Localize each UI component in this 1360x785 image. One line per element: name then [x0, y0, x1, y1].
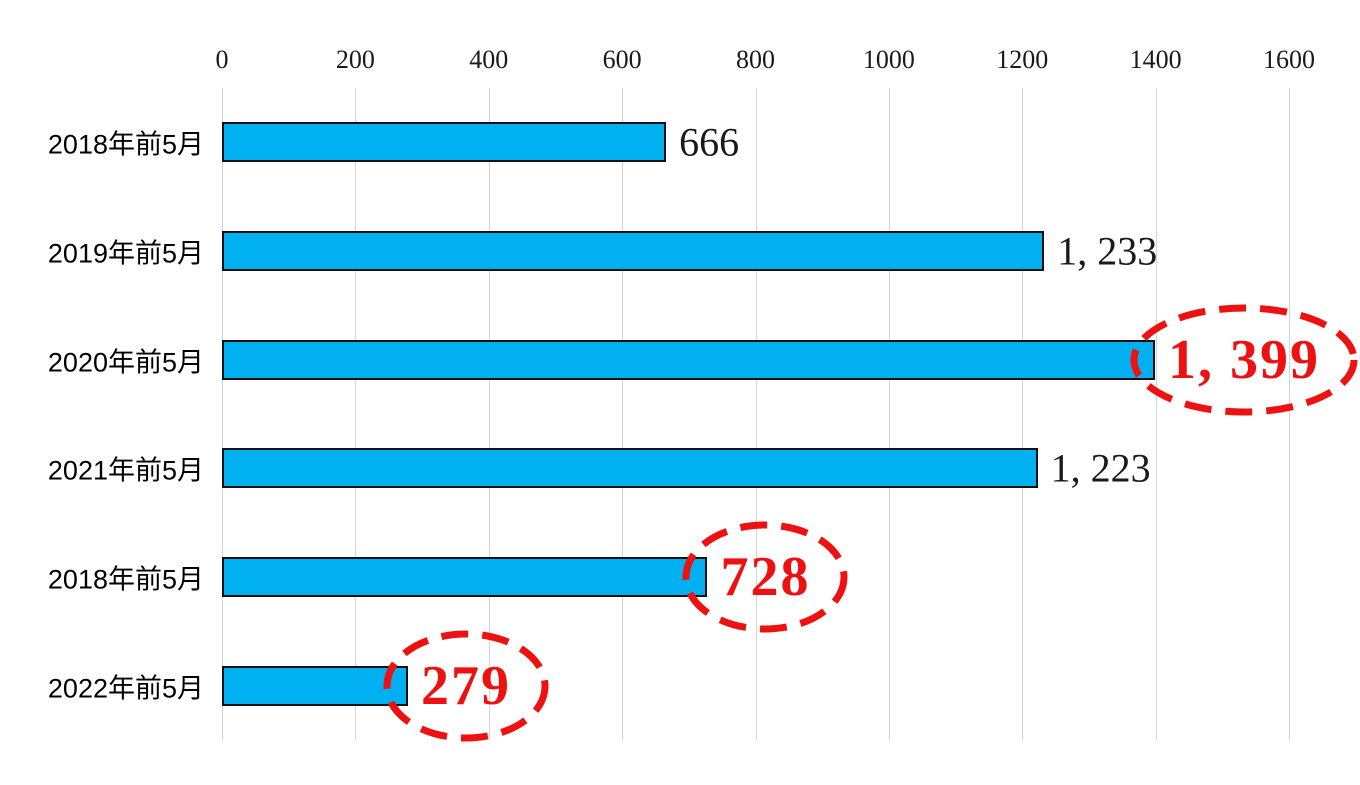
- gridline: [488, 88, 490, 740]
- gridline: [222, 88, 223, 740]
- category-label: 2018年前5月: [47, 129, 204, 160]
- value-label: 666: [679, 119, 740, 165]
- x-axis-tick-label: 600: [602, 45, 642, 74]
- value-label-highlighted: 279: [421, 654, 512, 717]
- value-label: 1, 233: [1057, 228, 1158, 274]
- bar: [222, 665, 409, 706]
- gridline: [355, 88, 357, 740]
- category-label: 2018年前5月: [47, 564, 204, 595]
- bar: [222, 557, 708, 597]
- bar: [222, 448, 1038, 489]
- gridline: [1022, 88, 1024, 740]
- gridline: [1155, 88, 1157, 740]
- x-axis-tick-label: 1000: [862, 45, 915, 74]
- gridline: [888, 88, 890, 740]
- x-axis-tick-label: 800: [736, 45, 775, 74]
- gridline: [622, 88, 624, 740]
- bar: [222, 231, 1045, 271]
- category-label: 2022年前5月: [47, 673, 204, 704]
- bar: [222, 122, 667, 163]
- category-label: 2021年前5月: [47, 455, 204, 486]
- x-axis-tick-label: 200: [335, 45, 375, 74]
- x-axis-tick-label: 1400: [1129, 45, 1182, 74]
- category-label: 2020年前5月: [47, 347, 204, 378]
- value-label-highlighted: 728: [720, 546, 811, 608]
- gridline: [755, 88, 757, 740]
- x-axis-tick-label: 0: [215, 45, 229, 74]
- value-label-highlighted: 1, 399: [1167, 328, 1320, 391]
- x-axis-tick-label: 400: [469, 45, 509, 74]
- category-label: 2019年前5月: [47, 238, 204, 269]
- gridline: [1289, 88, 1290, 740]
- value-label: 1, 223: [1050, 445, 1151, 491]
- x-axis-tick-label: 1600: [1263, 45, 1315, 74]
- bar: [222, 339, 1155, 380]
- x-axis-tick-label: 1200: [996, 45, 1049, 74]
